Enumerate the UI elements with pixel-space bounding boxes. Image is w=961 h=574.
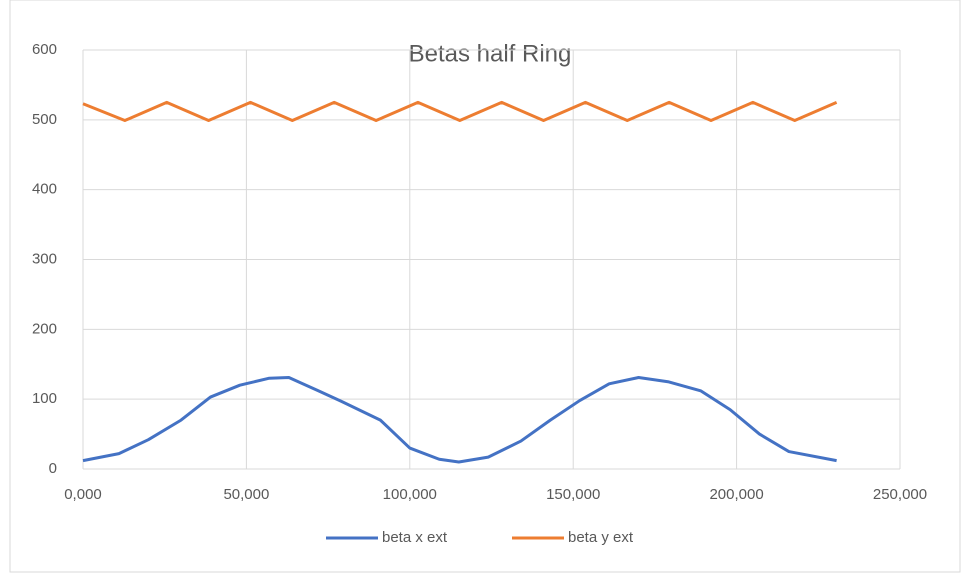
line-series [82, 376, 837, 464]
y-tick-label: 500 [32, 111, 57, 128]
x-tick-label: 250,000 [873, 486, 927, 503]
chart-frame [9, 0, 961, 573]
y-tick-label: 200 [32, 320, 57, 337]
x-tick-label: 150,000 [546, 486, 600, 503]
x-tick-label: 200,000 [709, 486, 763, 503]
legend-label: beta x ext [382, 529, 448, 546]
legend-label: beta y ext [568, 529, 634, 546]
y-tick-label: 100 [32, 390, 57, 407]
y-tick-label: 400 [32, 181, 57, 198]
x-tick-label: 50,000 [223, 486, 269, 503]
y-tick-label: 300 [32, 250, 57, 267]
line-series [82, 100, 838, 123]
y-tick-label: 600 [32, 41, 57, 58]
x-tick-label: 100,000 [383, 486, 437, 503]
y-tick-label: 0 [49, 460, 57, 477]
chart-title: Betas half Ring [409, 40, 572, 67]
x-tick-label: 0,000 [64, 486, 102, 503]
